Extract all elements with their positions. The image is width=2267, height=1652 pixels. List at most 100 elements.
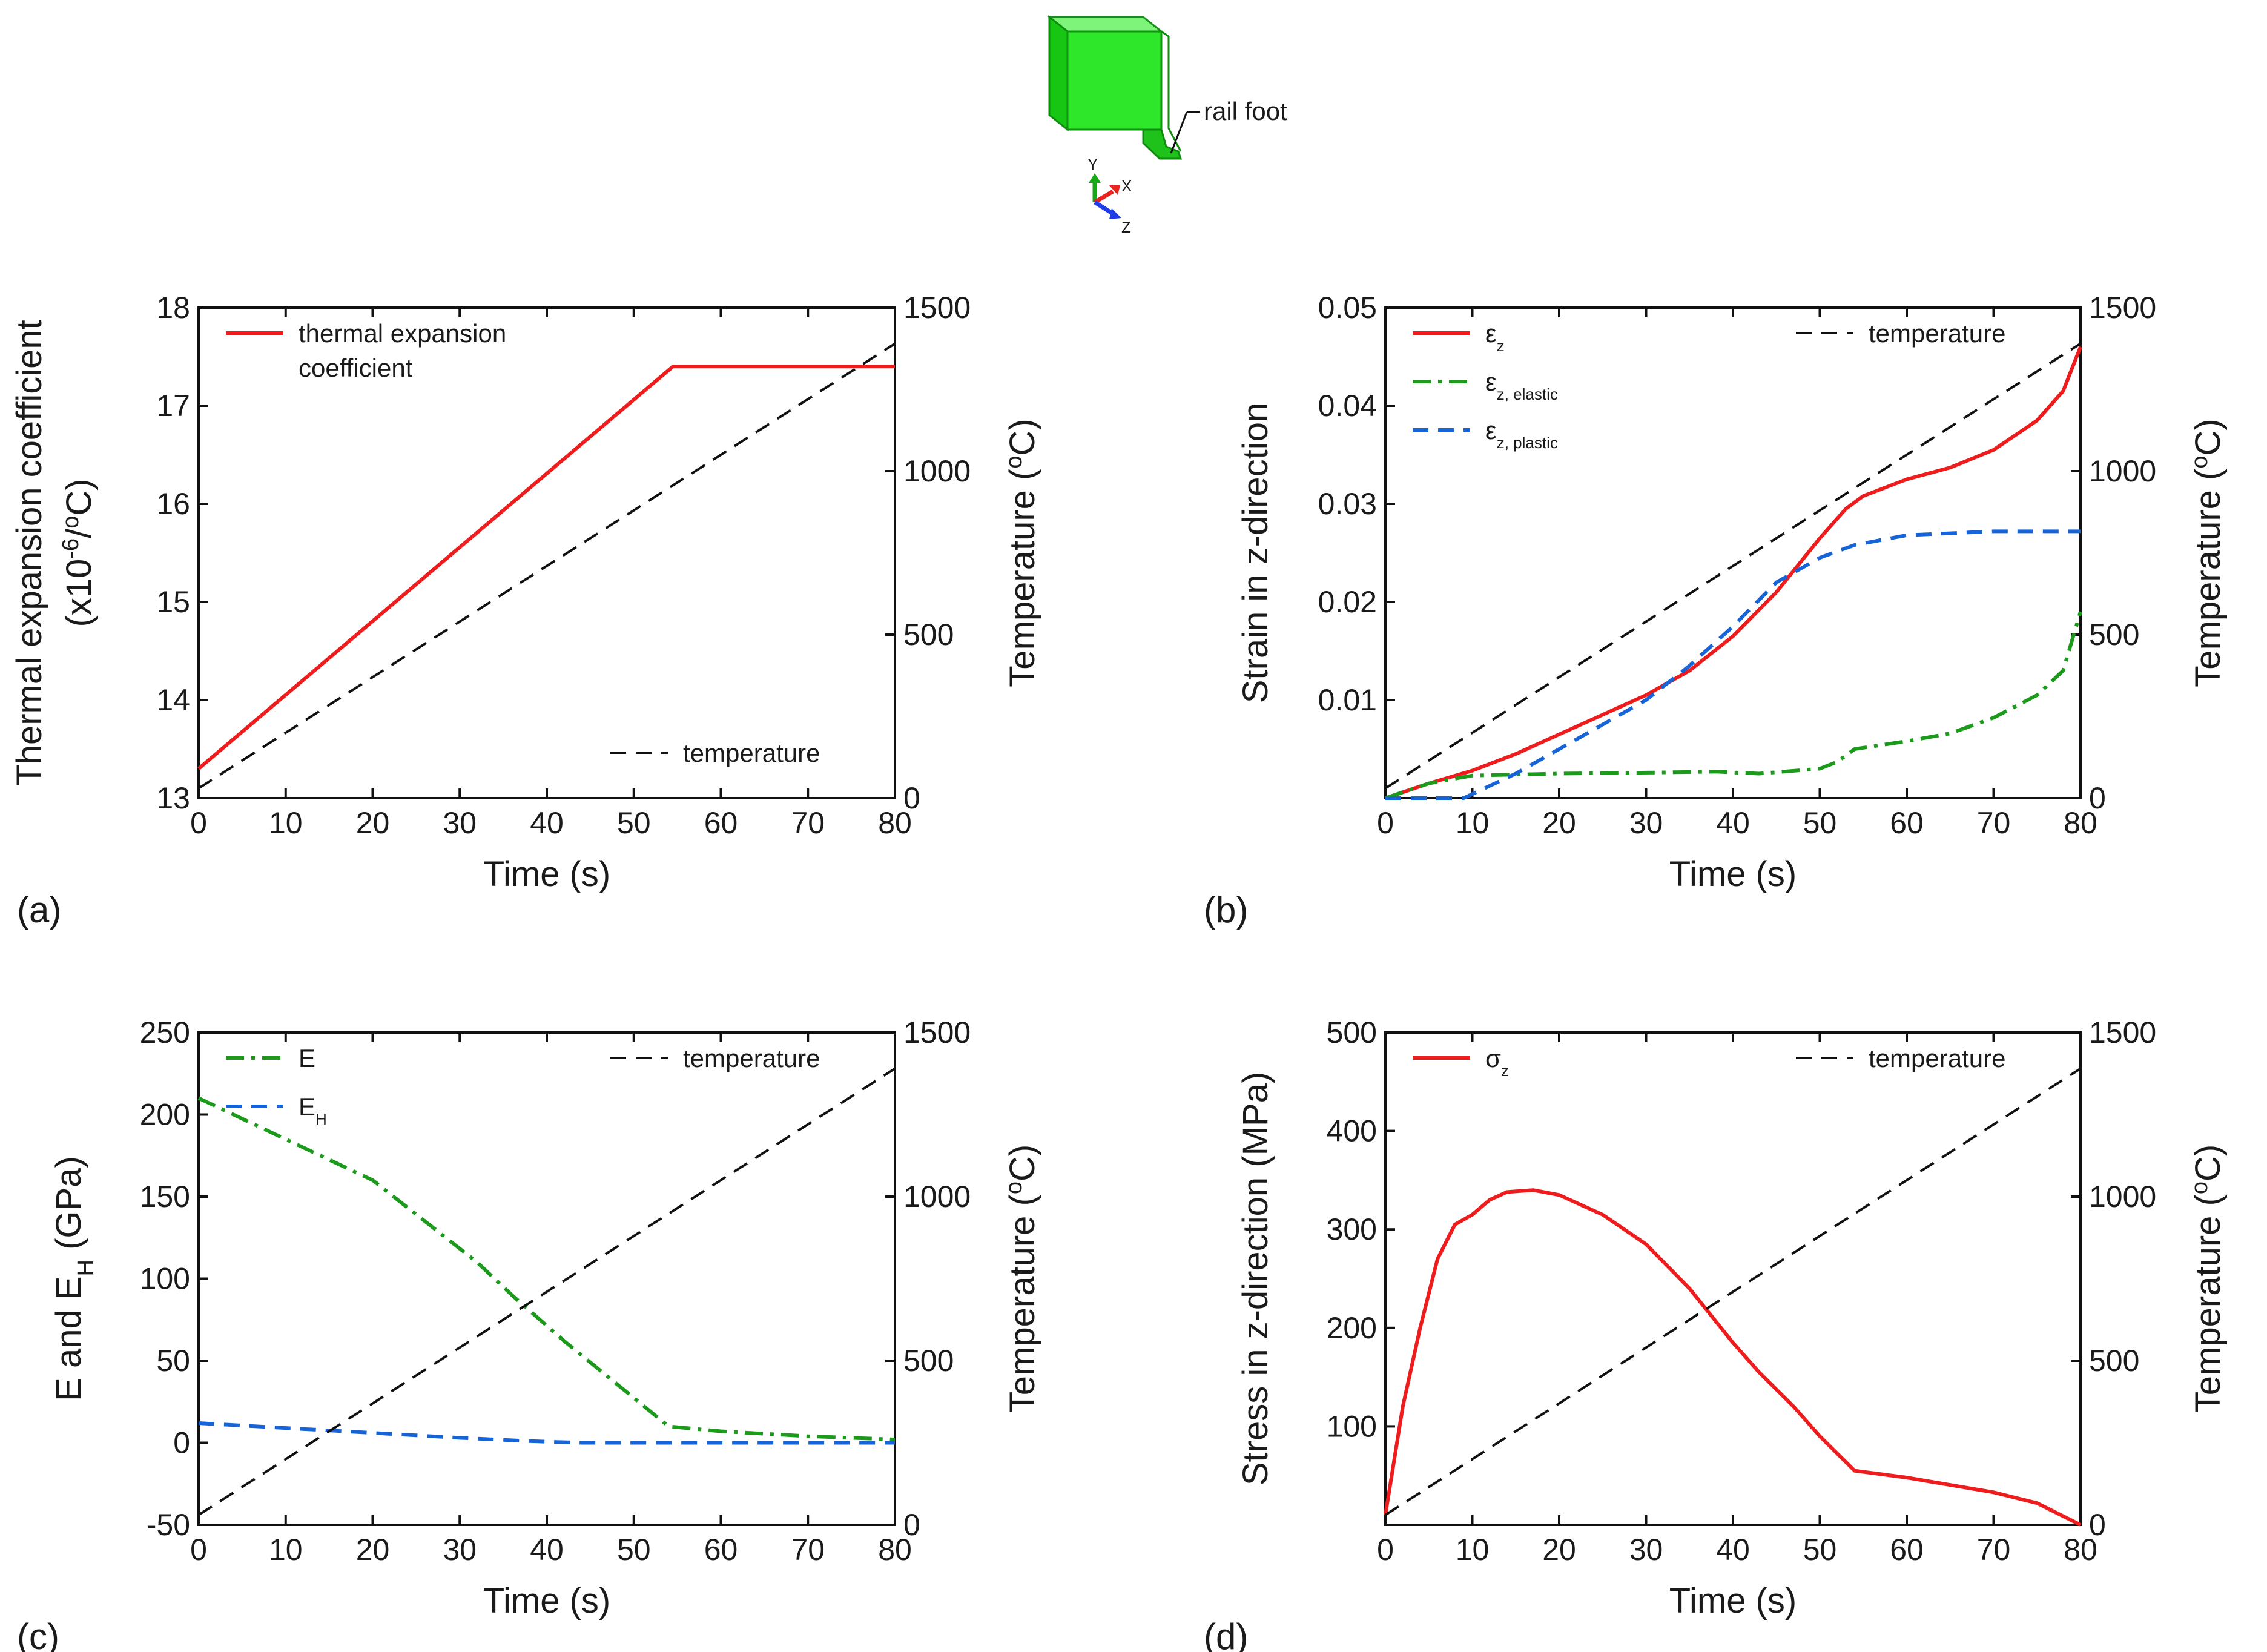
y2-label-part: o xyxy=(2187,456,2213,469)
y-tick-label: 100 xyxy=(1327,1409,1377,1443)
legend-entry: temperature xyxy=(683,739,820,767)
x-tick-label: 20 xyxy=(356,1533,390,1567)
legend-text: temperature xyxy=(1869,1044,2005,1072)
y-axis-label-line1: Thermal expansion coefficient xyxy=(10,320,49,785)
series-line-1 xyxy=(1384,1067,2082,1516)
y-tick-label: 14 xyxy=(156,683,190,717)
y-tick-label: 16 xyxy=(156,487,190,521)
y2-tick-label: 500 xyxy=(903,1344,954,1378)
y-label-part: / xyxy=(59,528,99,538)
y2-tick-label: 500 xyxy=(903,618,954,652)
x-tick-label: 30 xyxy=(1629,806,1663,840)
series-line-2 xyxy=(1385,529,2081,800)
legend-subscript: z xyxy=(1501,1062,1509,1080)
y2-tick-label: 1000 xyxy=(903,454,971,488)
series-line-1 xyxy=(198,1421,895,1445)
y-label-part: C) xyxy=(59,478,99,515)
x-tick-label: 60 xyxy=(1890,806,1924,840)
legend-text: ε xyxy=(1485,416,1497,444)
x-tick-label: 0 xyxy=(190,806,207,840)
legend-text: temperature xyxy=(683,1044,820,1072)
y2-axis-label: Temperature (oC) xyxy=(1002,1145,1042,1413)
y-tick-label: 200 xyxy=(140,1098,190,1132)
x-tick-label: 60 xyxy=(704,806,738,840)
x-tick-label: 50 xyxy=(1803,1533,1837,1567)
x-tick-label: 80 xyxy=(878,806,912,840)
legend-subscript: z, elastic xyxy=(1497,385,1558,403)
x-tick-label: 70 xyxy=(791,806,825,840)
legend-text: temperature xyxy=(683,739,820,767)
chart-panel-c: 0 10 20 30 40 50 60 70 80-5005010015020025005001… xyxy=(17,1016,1042,1652)
x-tick-label: 40 xyxy=(1716,1533,1750,1567)
y-tick-label: 400 xyxy=(1327,1114,1377,1148)
legend-entry: σz xyxy=(1485,1044,1509,1080)
legend-entry: εz, elastic xyxy=(1485,368,1558,403)
y2-axis-label: Temperature (oC) xyxy=(2187,1145,2228,1413)
y-label-part: Stress in z-direction (MPa) xyxy=(1236,1072,1275,1485)
triad-label-y: Y xyxy=(1087,155,1098,173)
x-tick-label: 20 xyxy=(356,806,390,840)
y2-tick-label: 1000 xyxy=(2089,454,2156,488)
x-tick-label: 50 xyxy=(1803,806,1837,840)
y-label-part: H xyxy=(73,1260,99,1276)
y-tick-label: 17 xyxy=(156,389,190,423)
series-line-0 xyxy=(197,365,895,770)
x-tick-label: 30 xyxy=(443,1533,477,1567)
series-line-2 xyxy=(197,1067,896,1516)
x-tick-label: 80 xyxy=(878,1533,912,1567)
y2-tick-label: 0 xyxy=(903,1508,920,1542)
y2-axis-label: Temperature (oC) xyxy=(2187,418,2228,687)
y-tick-label: 250 xyxy=(140,1016,190,1049)
y-tick-label: 18 xyxy=(156,291,190,325)
y2-label-part: Temperature ( xyxy=(1003,1194,1042,1413)
y2-tick-label: 0 xyxy=(2089,1508,2106,1542)
x-tick-label: 40 xyxy=(530,806,564,840)
x-tick-label: 20 xyxy=(1542,806,1576,840)
legend-text: temperature xyxy=(1869,319,2005,348)
x-tick-label: 30 xyxy=(1629,1533,1663,1567)
x-tick-label: 30 xyxy=(443,806,477,840)
x-tick-label: 50 xyxy=(617,1533,651,1567)
y-axis-label: Thermal expansion coefficient xyxy=(10,320,49,785)
y2-tick-label: 500 xyxy=(2089,618,2139,652)
y-tick-label: -50 xyxy=(147,1508,190,1542)
callout-leader xyxy=(1170,111,1188,154)
y2-tick-label: 1500 xyxy=(2089,291,2156,325)
x-axis-label: Time (s) xyxy=(483,1581,610,1621)
callout-label: rail foot xyxy=(1204,97,1287,125)
legend-entry: εz, plastic xyxy=(1485,416,1558,452)
y-tick-label: 300 xyxy=(1327,1212,1377,1246)
legend-subscript: z, plastic xyxy=(1497,434,1558,452)
series-line-1 xyxy=(197,342,896,790)
y2-tick-label: 1000 xyxy=(2089,1180,2156,1214)
y-label-part: o xyxy=(58,516,84,529)
y-tick-label: 0.01 xyxy=(1318,683,1377,717)
y2-label-part: C) xyxy=(1003,418,1042,455)
y2-label-part: o xyxy=(1002,456,1027,469)
y-tick-label: 0.05 xyxy=(1318,291,1377,325)
y-tick-label: 100 xyxy=(140,1262,190,1296)
legend-subscript: z xyxy=(1497,337,1505,355)
y-label-part: (GPa) xyxy=(49,1156,88,1260)
x-tick-label: 40 xyxy=(530,1533,564,1567)
series-line-3 xyxy=(1384,342,2082,790)
legend-text: E xyxy=(299,1044,315,1072)
x-tick-label: 60 xyxy=(1890,1533,1924,1567)
triad-label-x: X xyxy=(1121,177,1132,195)
panel-label: (a) xyxy=(17,890,61,930)
legend-entry: thermal expansion xyxy=(299,319,506,348)
legend-text: ε xyxy=(1485,319,1497,348)
series-line-0 xyxy=(1385,346,2082,800)
x-tick-label: 10 xyxy=(269,1533,303,1567)
plot-frame xyxy=(1384,1031,2082,1526)
panel-label: (d) xyxy=(1204,1616,1248,1652)
charts: 0 10 20 30 40 50 60 70 8013141516171805001000150… xyxy=(10,291,2228,1652)
y-axis-label: Stress in z-direction (MPa) xyxy=(1236,1072,1275,1485)
legend-subscript: H xyxy=(315,1110,327,1128)
x-tick-label: 10 xyxy=(1456,1533,1490,1567)
x-axis-label: Time (s) xyxy=(1669,1581,1797,1621)
chart-panel-d: 0 10 20 30 40 50 60 70 80 100 200 300 400 500 0 500 1000… xyxy=(1204,1016,2228,1652)
x-tick-label: 70 xyxy=(1977,806,2011,840)
rail-model-inset: rail foot Y X Z xyxy=(1046,15,1287,236)
